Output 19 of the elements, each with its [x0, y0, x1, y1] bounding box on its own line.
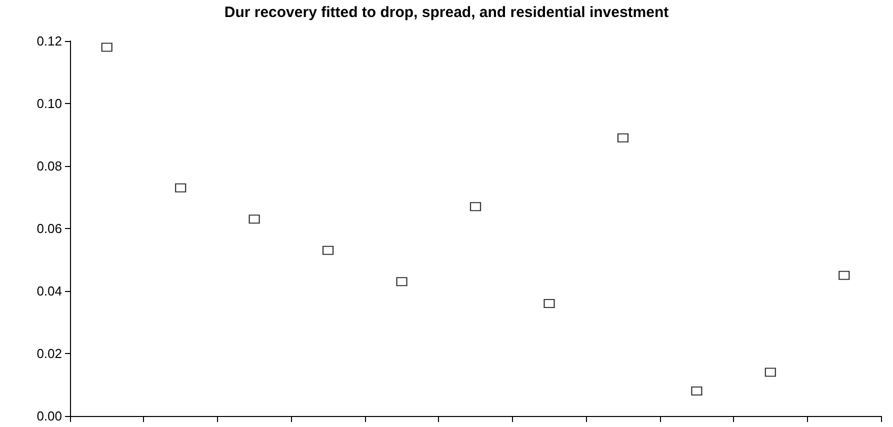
point: [322, 246, 334, 255]
point: [691, 386, 702, 396]
point: [617, 133, 628, 142]
y-tick-label: 0.12: [36, 34, 62, 48]
chart-title: Dur recovery fitted to drop, spread, and residential investment: [224, 4, 669, 21]
point: [248, 214, 260, 224]
point: [101, 42, 112, 52]
point: [544, 299, 555, 308]
point: [470, 202, 481, 212]
y-tick-label: 0.10: [36, 96, 62, 111]
point: [838, 270, 850, 280]
point: [764, 368, 776, 377]
y-tick-label: 0.06: [36, 221, 62, 236]
y-tick-label: 0.00: [36, 408, 62, 424]
y-tick-label: 0.02: [36, 346, 62, 361]
point: [175, 183, 186, 192]
y-tick-label: 0.08: [36, 158, 62, 174]
y-tick-label: 0.04: [36, 284, 62, 298]
point: [396, 277, 408, 286]
